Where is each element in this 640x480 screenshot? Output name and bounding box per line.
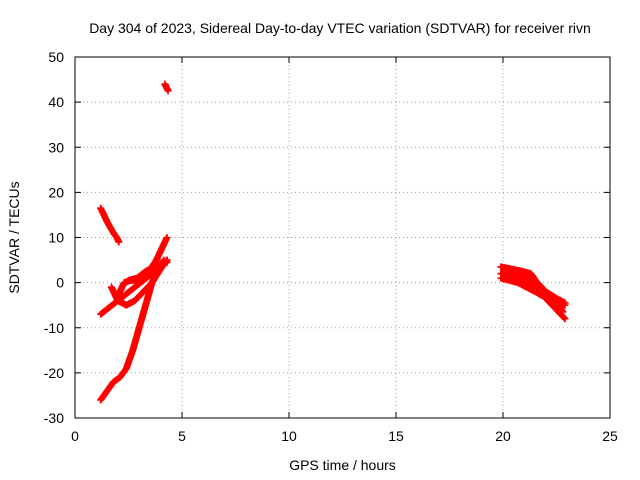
x-tick-label: 10	[281, 428, 297, 444]
data-point	[164, 87, 172, 95]
x-tick-label: 0	[71, 428, 79, 444]
chart-title: Day 304 of 2023, Sidereal Day-to-day VTE…	[89, 20, 591, 36]
y-axis-label: SDTVAR / TECUs	[6, 181, 22, 293]
data-point	[558, 307, 566, 315]
x-tick-labels: 0 5 10 15 20 25	[71, 428, 618, 444]
grid-lines	[75, 57, 610, 418]
x-axis-label: GPS time / hours	[289, 457, 396, 473]
data-series-2	[97, 204, 123, 246]
data-point	[163, 258, 171, 266]
y-tick-label: 30	[48, 139, 64, 155]
y-tick-label: -30	[44, 410, 64, 426]
data-point	[559, 308, 567, 316]
y-tick-label: 40	[48, 94, 64, 110]
y-tick-label: -10	[44, 320, 64, 336]
y-tick-label: 10	[48, 230, 64, 246]
x-tick-label: 25	[602, 428, 618, 444]
x-tick-label: 15	[388, 428, 404, 444]
data-points	[97, 80, 569, 404]
y-tick-label: 0	[56, 275, 64, 291]
data-point	[561, 315, 569, 323]
y-tick-label: 20	[48, 184, 64, 200]
y-tick-label: -20	[44, 365, 64, 381]
data-series-7	[125, 258, 171, 284]
data-point	[560, 314, 568, 322]
data-point	[163, 234, 171, 241]
y-tick-label: 50	[48, 49, 64, 65]
axis-ticks	[74, 56, 611, 419]
data-series-1	[161, 80, 172, 95]
data-point	[561, 299, 569, 307]
data-point	[115, 238, 123, 246]
data-series-11	[503, 266, 567, 316]
x-tick-label: 5	[178, 428, 186, 444]
y-tick-labels: -30 -20 -10 0 10 20 30 40 50	[44, 49, 64, 426]
x-tick-label: 20	[495, 428, 511, 444]
